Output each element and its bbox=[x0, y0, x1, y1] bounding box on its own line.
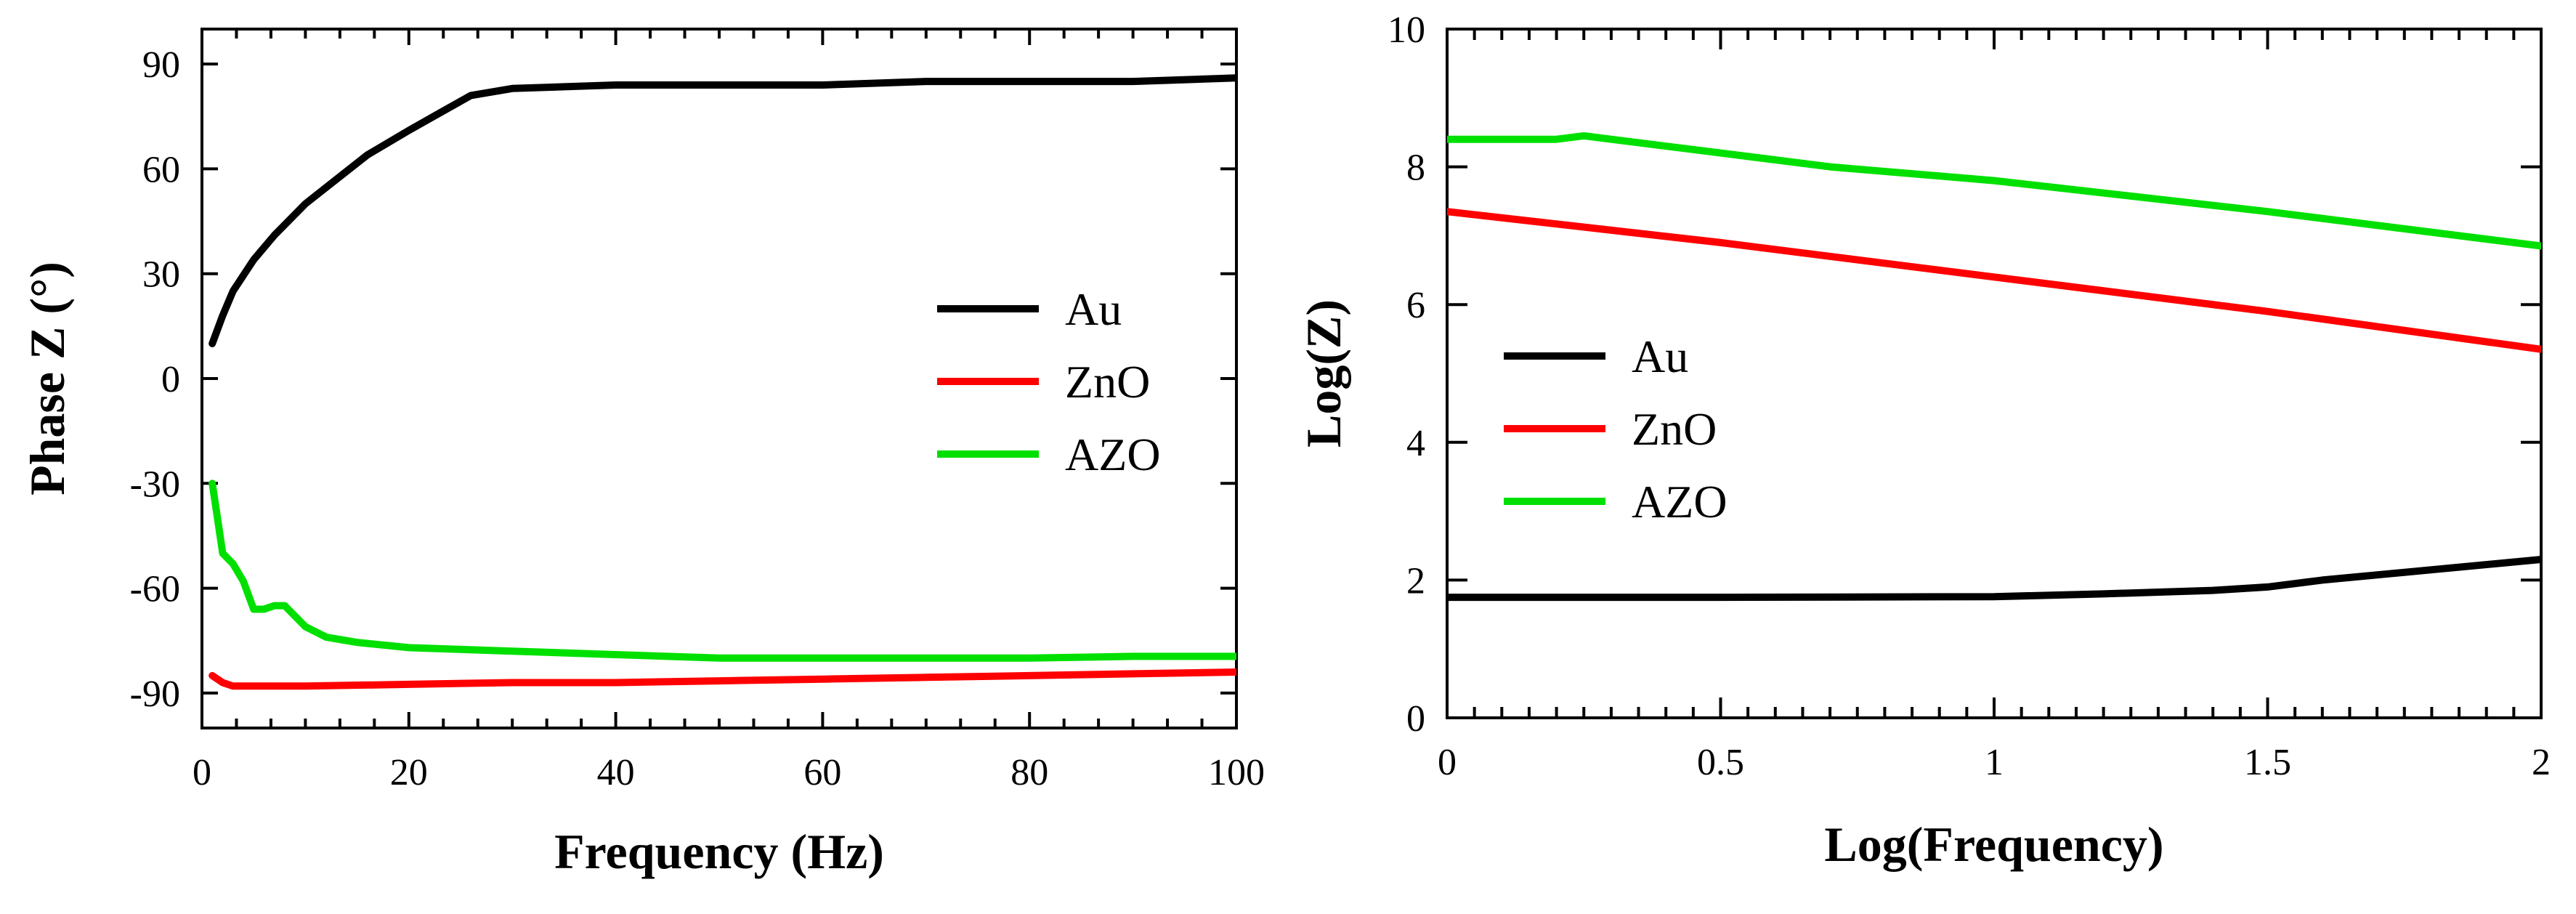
y-tick-label: 8 bbox=[1406, 147, 1425, 189]
legend-label: AZO bbox=[1632, 476, 1728, 527]
y-tick-label: 60 bbox=[142, 149, 180, 190]
x-tick-label: 80 bbox=[1010, 752, 1048, 793]
y-tick-label: -60 bbox=[130, 569, 180, 610]
y-tick-label: 0 bbox=[1406, 698, 1425, 740]
series-line-zno bbox=[208, 668, 1236, 690]
x-tick-label: 60 bbox=[803, 752, 841, 793]
series-line-au bbox=[208, 74, 1236, 347]
legend-label: Au bbox=[1632, 331, 1688, 382]
x-tick-label: 1 bbox=[1985, 742, 2004, 783]
x-axis-title: Frequency (Hz) bbox=[554, 824, 884, 879]
chart-1: 0 20 40 60 80 100 -90 -60 -30 0 30 60 90 Frequency (H… bbox=[20, 28, 1265, 879]
y-tick-label: 0 bbox=[161, 359, 180, 400]
plot-frame bbox=[1446, 28, 2543, 719]
x-tick-label: 100 bbox=[1208, 752, 1265, 793]
y-tick-label: -90 bbox=[130, 674, 180, 715]
x-tick-label: 20 bbox=[390, 752, 428, 793]
legend-label: ZnO bbox=[1632, 403, 1717, 455]
legend: Au ZnO AZO bbox=[1504, 331, 1728, 527]
chart-2: 0 0.5 1 1.5 2 0 2 4 6 8 10 Log(Frequency) Log(Z) Au Zn… bbox=[1296, 9, 2551, 872]
y-tick-label: 10 bbox=[1388, 9, 1425, 51]
y-axis-title: Phase Z (°) bbox=[20, 262, 75, 496]
x-tick-label: 40 bbox=[597, 752, 635, 793]
x-tick-label: 1.5 bbox=[2244, 742, 2291, 783]
legend-label: Au bbox=[1065, 283, 1122, 335]
y-tick-label: 90 bbox=[142, 44, 180, 86]
x-tick-label: 0 bbox=[1438, 742, 1457, 783]
y-tick-label: -30 bbox=[130, 464, 180, 505]
y-tick-label: 6 bbox=[1406, 285, 1425, 326]
y-tick-label: 30 bbox=[142, 254, 180, 296]
legend: Au ZnO AZO bbox=[937, 283, 1161, 480]
y-axis-title: Log(Z) bbox=[1296, 299, 1351, 448]
legend-label: ZnO bbox=[1065, 356, 1150, 408]
series-line-au bbox=[1447, 556, 2541, 602]
series-line-zno bbox=[1447, 208, 2541, 353]
x-tick-label: 0 bbox=[193, 752, 211, 793]
series-line-azo bbox=[1447, 132, 2541, 250]
x-axis-title: Log(Frequency) bbox=[1824, 817, 2163, 872]
y-tick-label: 2 bbox=[1406, 560, 1425, 602]
series-line-azo bbox=[208, 480, 1236, 662]
x-tick-label: 2 bbox=[2532, 742, 2551, 783]
legend-label: AZO bbox=[1065, 429, 1161, 480]
x-tick-label: 0.5 bbox=[1697, 742, 1744, 783]
y-tick-label: 4 bbox=[1406, 423, 1425, 464]
